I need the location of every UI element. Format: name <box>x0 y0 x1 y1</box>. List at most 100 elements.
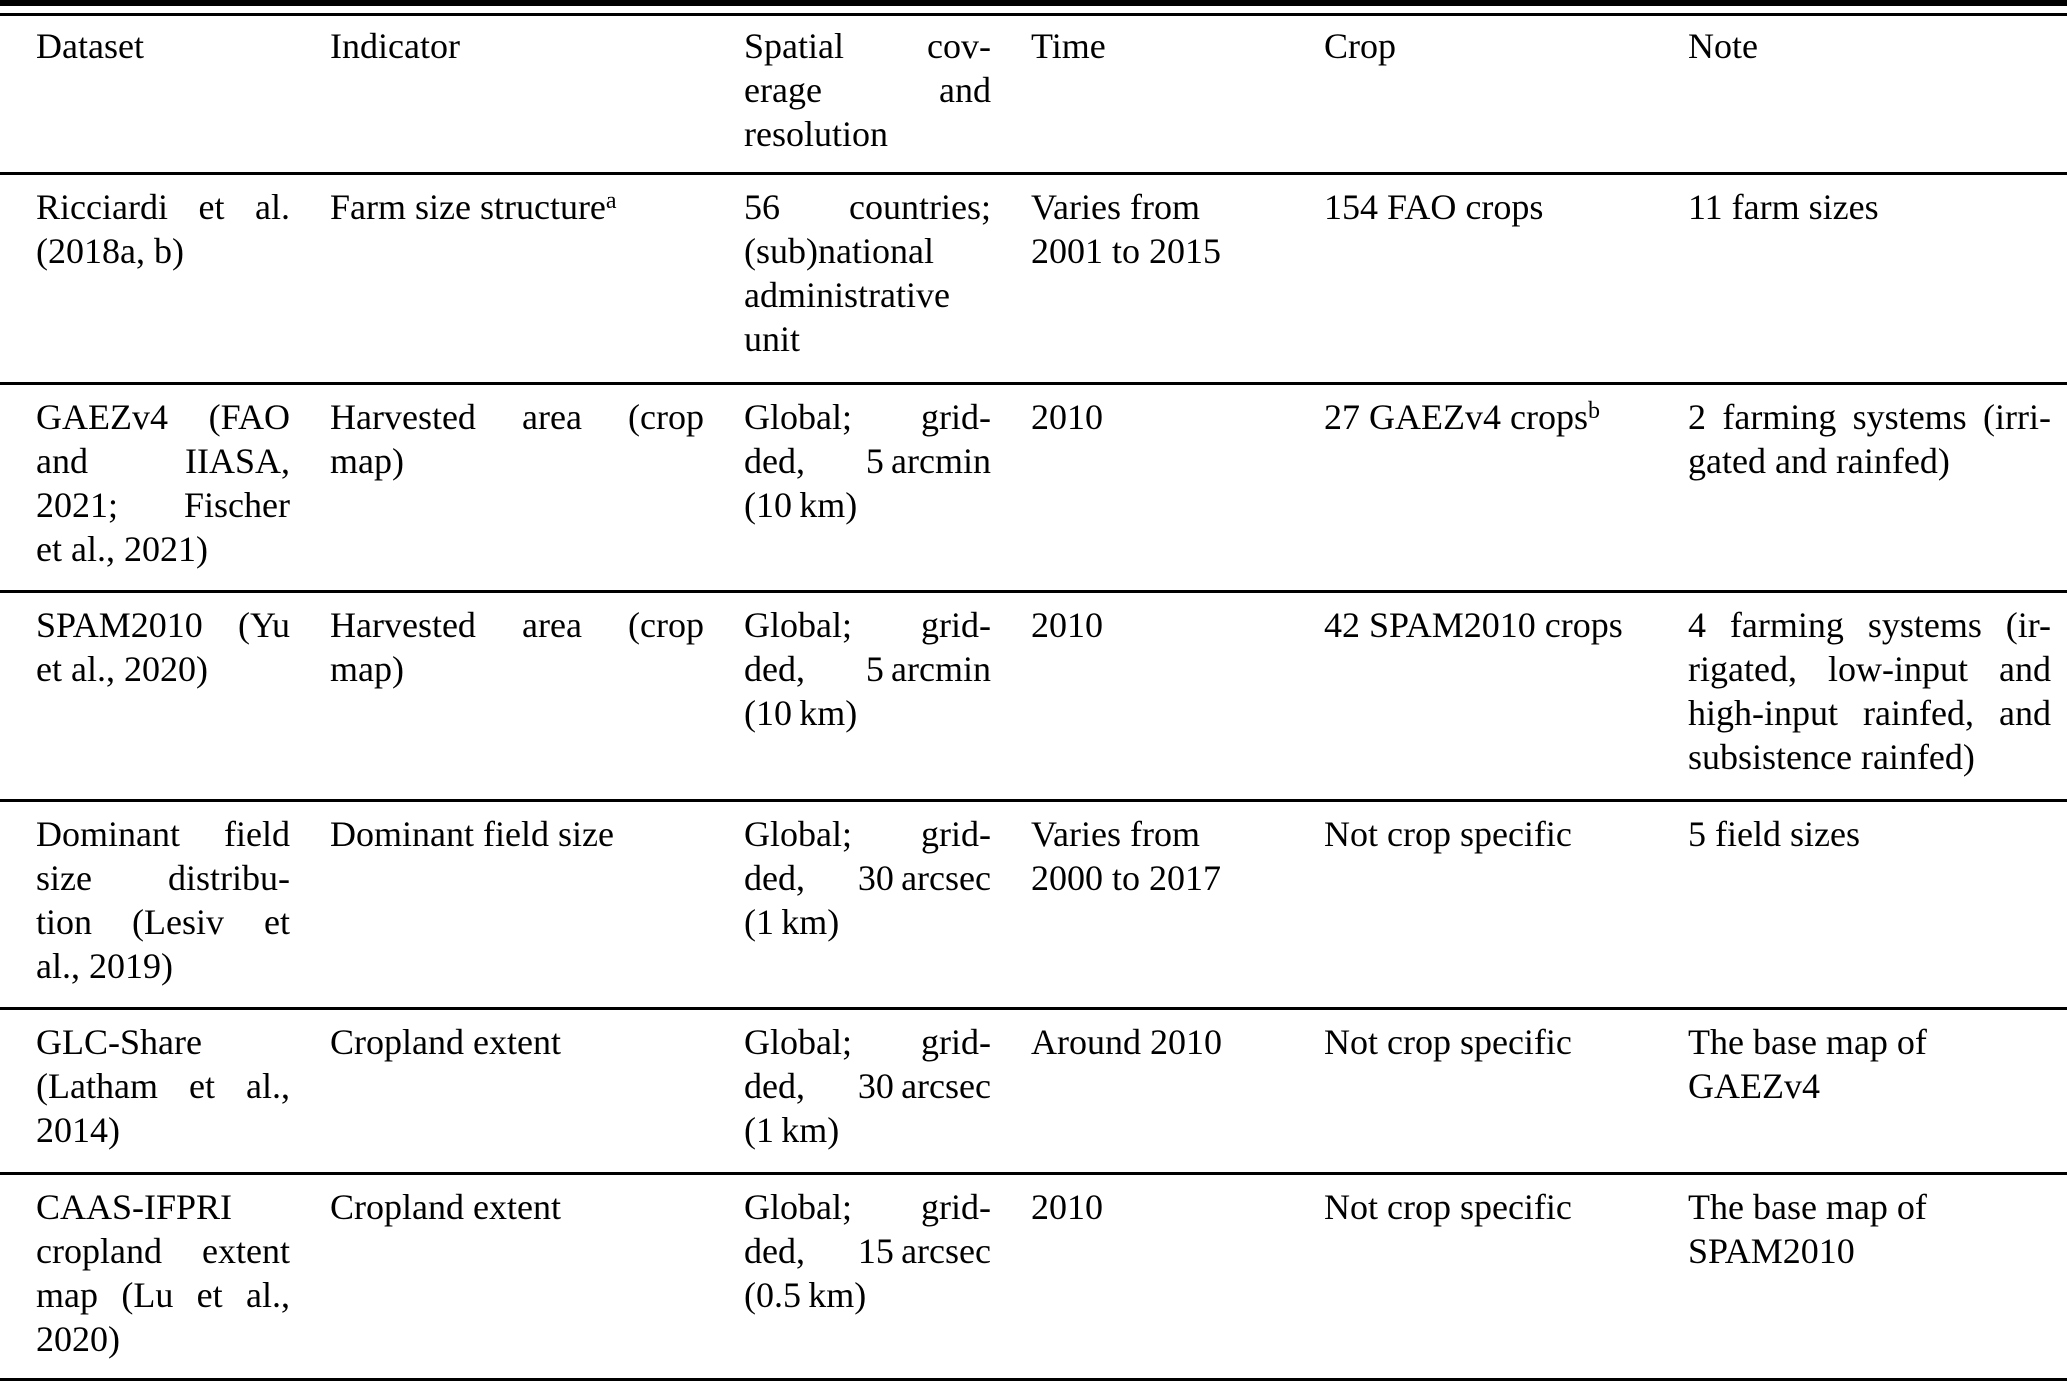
text-line: The base map of <box>1688 1020 2051 1064</box>
cell-text: map) <box>330 649 404 689</box>
cell-text: 42 SPAM2010 crops <box>1324 605 1623 645</box>
cell-text: 2021; Fischer <box>36 485 290 525</box>
cell-indicator: Harvested area (crop map) <box>330 384 744 592</box>
cell-text: 2014) <box>36 1110 120 1150</box>
text-line: et al., 2021) <box>36 527 290 571</box>
cell-text: size distribu- <box>36 858 290 898</box>
text-line: Ricciardi et al. <box>36 185 290 229</box>
text-line: SPAM2010 <box>1688 1229 2051 1273</box>
table-row: GLC-Share (Latham et al., 2014) Cropland ex… <box>0 1009 2067 1174</box>
text-line: Harvested area (crop <box>330 603 704 647</box>
text-line: 56 countries; <box>744 185 991 229</box>
cell-text: Farm size structure <box>330 187 606 227</box>
table-header: Dataset Indicator Spatial cov-erage and res… <box>0 15 2067 174</box>
cell-text: (2018a, b) <box>36 231 184 271</box>
column-header-time: Time <box>1031 15 1324 174</box>
text-line: ded, 5 arcmin <box>744 647 991 691</box>
text-line: Indicator <box>330 24 704 68</box>
cell-text: unit <box>744 319 801 359</box>
cell-crop: 42 SPAM2010 crops <box>1324 592 1688 801</box>
cell-text: Cropland extent <box>330 1187 561 1227</box>
cell-text: and IIASA, <box>36 441 290 481</box>
cell-text: 2010 <box>1031 397 1103 437</box>
cell-text: ded, 30 arcsec <box>744 1066 991 1106</box>
table-row: CAAS-IFPRI cropland extent map (Lu et al.,… <box>0 1174 2067 1380</box>
text-line: 42 SPAM2010 crops <box>1324 603 1648 647</box>
footnote-marker: b <box>1587 398 1600 425</box>
text-line: 2010 <box>1031 395 1284 439</box>
cell-text: rigated, low-input and <box>1688 649 2051 689</box>
text-line: map) <box>330 647 704 691</box>
cell-note: 2 farming systems (irri-gated and rainfe… <box>1688 384 2067 592</box>
cell-text: 27 GAEZv4 crops <box>1324 397 1588 437</box>
text-line: ded, 15 arcsec <box>744 1229 991 1273</box>
cell-text: ded, 15 arcsec <box>744 1231 991 1271</box>
text-line: 5 field sizes <box>1688 812 2051 856</box>
cell-text: 4 farming systems (ir- <box>1688 605 2051 645</box>
cell-text: GAEZv4 (FAO <box>36 397 290 437</box>
cell-note: 5 field sizes <box>1688 801 2067 1009</box>
cell-text: 56 countries; <box>744 187 991 227</box>
cell-text: erage and <box>744 70 991 110</box>
text-line: (10 km) <box>744 691 991 735</box>
cell-text: Harvested area (crop <box>330 397 704 437</box>
text-line: Global; grid- <box>744 1020 991 1064</box>
text-line: 2000 to 2017 <box>1031 856 1284 900</box>
cell-text: Harvested area (crop <box>330 605 704 645</box>
cell-crop: 154 FAO crops <box>1324 174 1688 384</box>
text-line: GLC-Share <box>36 1020 290 1064</box>
cell-spatial: Global; grid-ded, 30 arcsec (1 km) <box>744 801 1031 1009</box>
text-line: 2010 <box>1031 603 1284 647</box>
text-line: unit <box>744 317 991 361</box>
cell-text: Dominant field size <box>330 814 614 854</box>
cell-text: Global; grid- <box>744 1187 991 1227</box>
cell-text: Varies from <box>1031 814 1200 854</box>
cell-text: Dataset <box>36 26 144 66</box>
cell-dataset: SPAM2010 (Yu et al., 2020) <box>0 592 330 801</box>
cell-text: (Latham et al., <box>36 1066 290 1106</box>
text-line: 2010 <box>1031 1185 1284 1229</box>
text-line: Around 2010 <box>1031 1020 1284 1064</box>
text-line: resolution <box>744 112 991 156</box>
text-line: al., 2019) <box>36 944 290 988</box>
cell-spatial: 56 countries; (sub)national administrative… <box>744 174 1031 384</box>
cell-text: subsistence rainfed) <box>1688 737 1975 777</box>
cell-crop: Not crop specific <box>1324 1009 1688 1174</box>
text-line: 2 farming systems (irri- <box>1688 395 2051 439</box>
cell-text: ded, 5 arcmin <box>744 649 991 689</box>
cell-text: The base map of <box>1688 1022 1927 1062</box>
cell-time: 2010 <box>1031 592 1324 801</box>
table-row: Ricciardi et al. (2018a, b) Farm size stru… <box>0 174 2067 384</box>
cell-text: Time <box>1031 26 1106 66</box>
cell-dataset: GAEZv4 (FAO and IIASA, 2021; Fischer et al.… <box>0 384 330 592</box>
cell-text: 2 farming systems (irri- <box>1688 397 2051 437</box>
text-line: erage and <box>744 68 991 112</box>
cell-text: GAEZv4 <box>1688 1066 1820 1106</box>
text-line: size distribu- <box>36 856 290 900</box>
text-line: 154 FAO crops <box>1324 185 1648 229</box>
cell-text: GLC-Share <box>36 1022 202 1062</box>
text-line: SPAM2010 (Yu <box>36 603 290 647</box>
cell-text: SPAM2010 (Yu <box>36 605 290 645</box>
text-line: Global; grid- <box>744 603 991 647</box>
cell-indicator: Harvested area (crop map) <box>330 592 744 801</box>
cell-crop: Not crop specific <box>1324 801 1688 1009</box>
text-line: Cropland extent <box>330 1185 704 1229</box>
cell-text: (1 km) <box>744 1110 840 1150</box>
text-line: Varies from <box>1031 185 1284 229</box>
cell-note: The base map of SPAM2010 <box>1688 1174 2067 1380</box>
cell-text: 11 farm sizes <box>1688 187 1879 227</box>
text-line: GAEZv4 <box>1688 1064 2051 1108</box>
column-header-note: Note <box>1688 15 2067 174</box>
cell-note: 11 farm sizes <box>1688 174 2067 384</box>
text-line: map (Lu et al., <box>36 1273 290 1317</box>
text-line: cropland extent <box>36 1229 290 1273</box>
table-top-rule <box>0 0 2067 6</box>
text-line: GAEZv4 (FAO <box>36 395 290 439</box>
cell-text: (10 km) <box>744 693 858 733</box>
cell-text: Dominant field <box>36 814 290 854</box>
cell-text: Indicator <box>330 26 460 66</box>
cell-crop: 27 GAEZv4 cropsb <box>1324 384 1688 592</box>
text-line: and IIASA, <box>36 439 290 483</box>
